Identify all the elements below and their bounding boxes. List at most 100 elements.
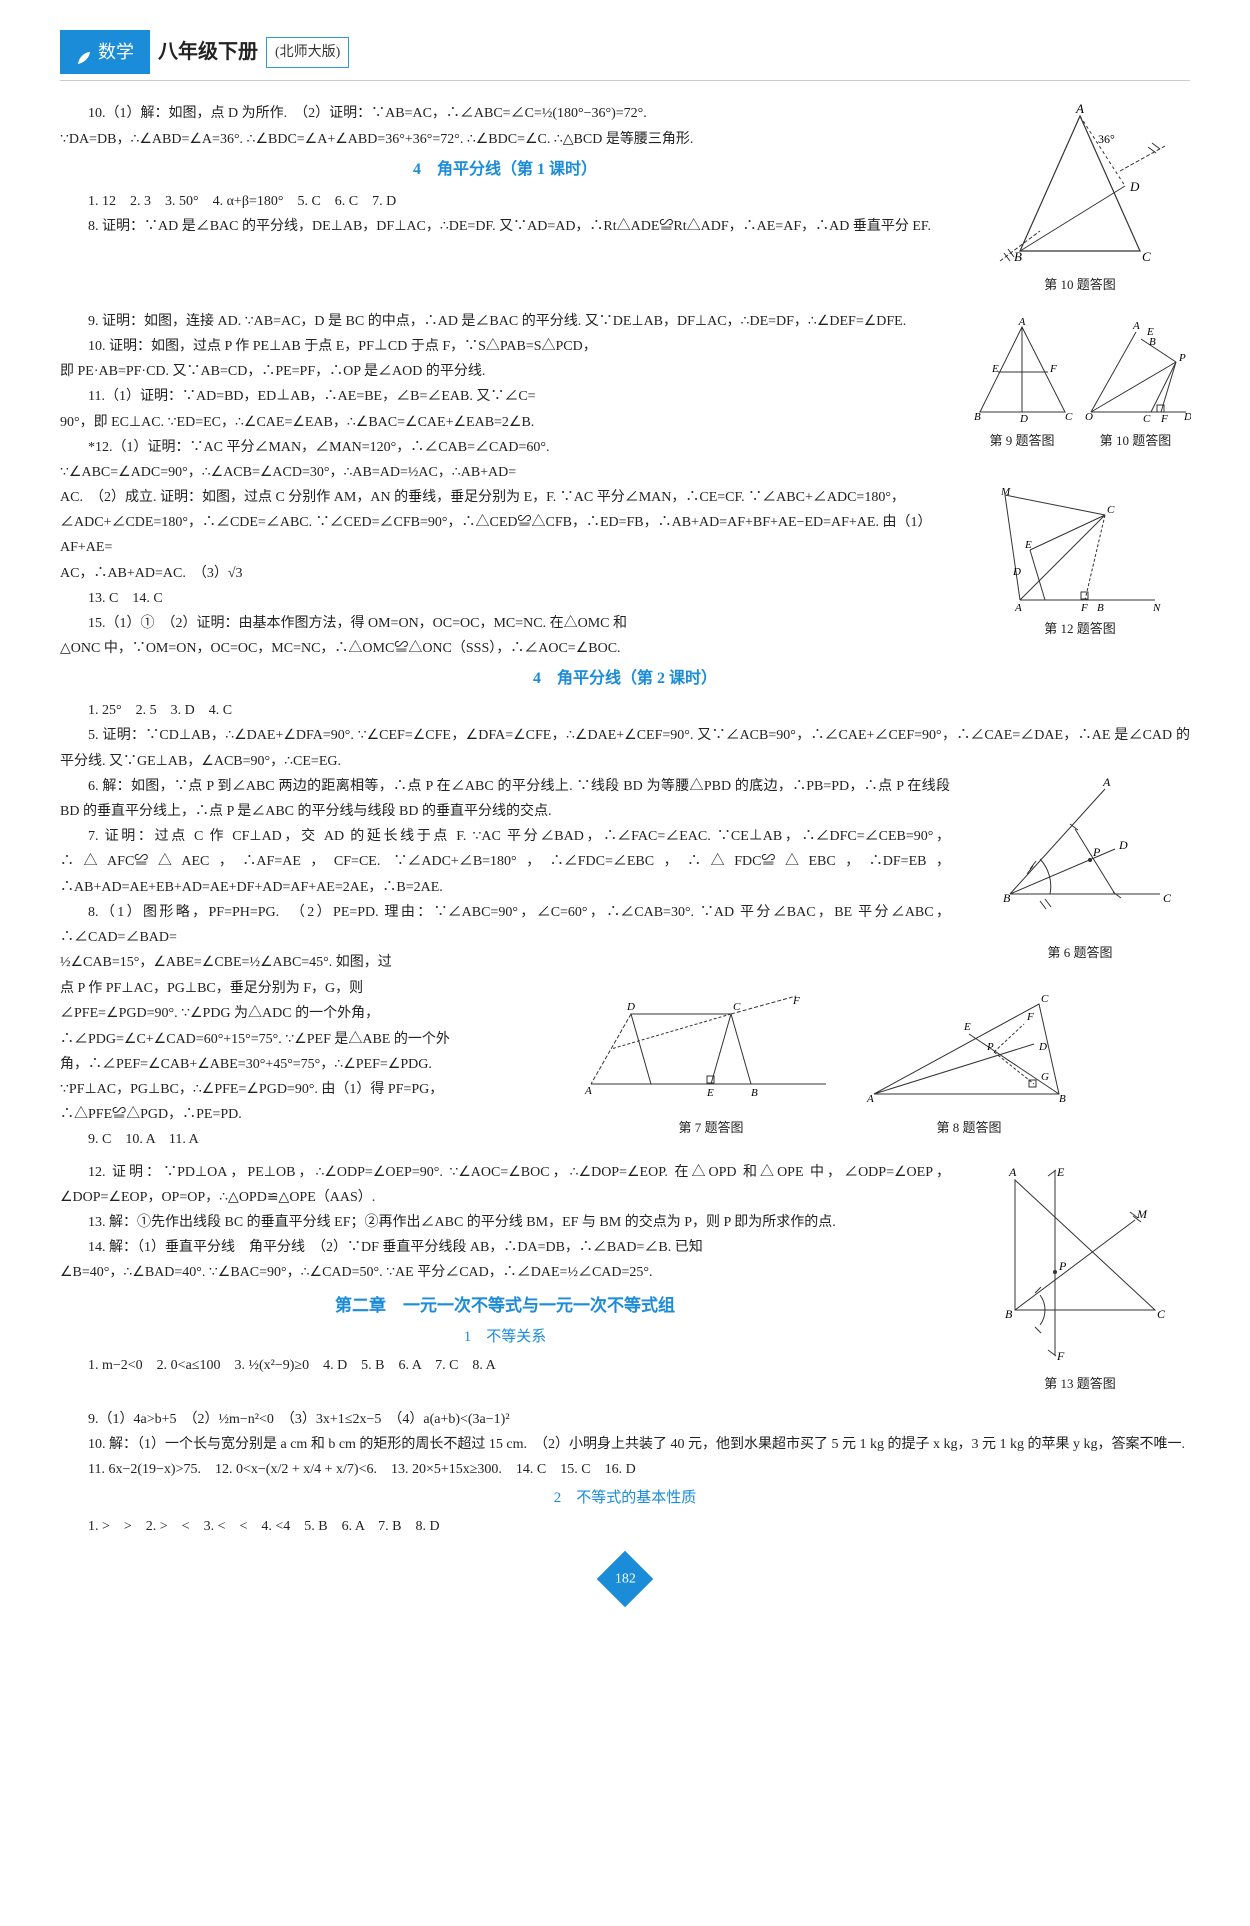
svg-text:C: C [1142,249,1151,264]
svg-text:P: P [986,1041,994,1053]
fig10b-caption: 第 10 题答图 [1081,429,1191,452]
row-mid1: 9. 证明：如图，连接 AD. ∵AB=AC，D 是 BC 的中点，∴AD 是∠… [60,309,1190,485]
svg-text:D: D [1038,1041,1047,1053]
l1-q11b: 90°，即 EC⊥AC. ∵ED=EC，∴∠CAE=∠EAB，∴∠BAC=∠CA… [60,410,950,435]
edition-label: (北师大版) [266,37,349,68]
svg-text:G: G [1041,1071,1049,1083]
svg-text:D: D [1019,413,1028,425]
svg-text:D: D [1129,179,1140,194]
svg-text:B: B [1149,336,1156,348]
fig12-caption: 第 12 题答图 [970,617,1190,640]
chapter2-title: 第二章 一元一次不等式与一元一次不等式组 [60,1291,950,1322]
l1-q15a: 15.（1）① （2）证明：由基本作图方法，得 OM=ON，OC=OC，MC=N… [60,611,950,636]
figure-q9: A E F B D C 第 9 题答图 [970,317,1075,452]
l1-q11a: 11.（1）证明：∵AD=BD，ED⊥AB，∴AE=BE，∠B=∠EAB. 又∵… [60,384,950,409]
q10-line1: 10.（1）解：如图，点 D 为所作. （2）证明：∵AB=AC，∴∠ABC=∠… [60,101,950,126]
l2-q12: 12. 证明：∵PD⊥OA，PE⊥OB，∴∠ODP=∠OEP=90°. ∵∠AO… [60,1160,950,1210]
svg-text:A: A [1102,775,1111,789]
l1-q12a: *12.（1）证明：∵AC 平分∠MAN，∠MAN=120°，∴∠CAB=∠CA… [60,435,950,460]
svg-text:C: C [1143,413,1151,425]
l2-q5: 5. 证明：∵CD⊥AB，∴∠DAE+∠DFA=90°. ∵∠CEF=∠CFE，… [60,723,1190,773]
svg-text:E: E [706,1087,714,1099]
svg-text:F: F [1026,1011,1034,1023]
page-number-wrap: 182 [60,1559,1190,1599]
svg-text:E: E [1024,539,1032,551]
svg-text:F: F [1160,413,1168,425]
l1-q10b: 即 PE·AB=PF·CD. 又∵AB=CD，∴PE=PF，∴OP 是∠AOD … [60,359,950,384]
svg-text:F: F [1056,1349,1065,1363]
svg-text:C: C [1157,1307,1166,1321]
svg-text:P: P [1178,352,1186,364]
section-4-lesson1-title: 4 角平分线（第 1 课时） [60,156,950,185]
svg-text:C: C [1065,411,1073,423]
figure-q12: M C E D A F B N 第 12 题答图 [970,485,1190,640]
figure-q10b: O A E P C F B D 第 10 题答图 [1081,317,1191,452]
l2-q8a: 8.（1）图形略，PF=PH=PG. （2）PE=PD. 理由：∵∠ABC=90… [60,900,950,950]
row-l2b: 点 P 作 PF⊥AC，PG⊥BC，垂足分别为 F，G，则∠PFE=∠PGD=9… [60,976,1190,1159]
figure-q10-top: A 36° B C D 第 10 题答图 [970,101,1190,296]
svg-text:F: F [1049,363,1057,375]
svg-text:B: B [1003,891,1011,905]
svg-text:A: A [584,1085,592,1097]
subject-tab: 数学 [60,30,150,74]
svg-text:A: A [1132,320,1140,332]
l1-q12b: ∵∠ABC=∠ADC=90°，∴∠ACB=∠ACD=30°，∴AB=AD=½AC… [60,460,950,485]
l1-q12c: AC. （2）成立. 证明：如图，过点 C 分别作 AM，AN 的垂线，垂足分别… [60,485,950,561]
svg-text:B: B [1059,1093,1066,1105]
svg-text:E: E [991,363,999,375]
row-l2c: 12. 证明：∵PD⊥OA，PE⊥OB，∴∠ODP=∠OEP=90°. ∵∠AO… [60,1160,1190,1407]
svg-text:P: P [1058,1259,1067,1273]
c2s2-ans: 1. > > 2. > < 3. < < 4. <4 5. B 6. A 7. … [60,1514,1190,1539]
svg-text:B: B [1097,602,1104,614]
svg-text:O: O [1085,411,1093,423]
figure-q8: A B C E F P D G 第 8 题答图 [859,984,1079,1139]
row-l2a: 6. 解：如图，∵点 P 到∠ABC 两边的距离相等，∴点 P 在∠ABC 的平… [60,774,1190,976]
l1-q15b: △ONC 中，∵OM=ON，OC=OC，MC=NC，∴△OMC≌△ONC（SSS… [60,636,950,661]
l2-q13: 13. 解：①先作出线段 BC 的垂直平分线 EF；②再作出∠ABC 的平分线 … [60,1210,950,1235]
subject-label: 数学 [98,36,134,68]
row-mid2: AC. （2）成立. 证明：如图，过点 C 分别作 AM，AN 的垂线，垂足分别… [60,485,1190,661]
l1-q12d: AC，∴AB+AD=AC. （3）√3 [60,561,950,586]
svg-text:D: D [1183,411,1191,423]
c2s1-q11: 11. 6x−2(19−x)>75. 12. 0<x−(x/2 + x/4 + … [60,1457,1190,1482]
svg-text:A: A [1017,317,1025,328]
row-top: 10.（1）解：如图，点 D 为所作. （2）证明：∵AB=AC，∴∠ABC=∠… [60,101,1190,308]
svg-text:F: F [1080,602,1088,614]
svg-text:E: E [1056,1165,1065,1179]
svg-text:B: B [1005,1307,1013,1321]
fig7-caption: 第 7 题答图 [581,1116,841,1139]
c2s1-q9: 9.（1）4a>b+5 （2）½m−n²<0 （3）3x+1≤2x−5 （4）a… [60,1407,1190,1432]
fig13-caption: 第 13 题答图 [970,1372,1190,1395]
svg-text:D: D [1118,838,1128,852]
svg-text:A: A [1014,602,1022,614]
leaf-icon [76,44,92,60]
l1-q8: 8. 证明：∵AD 是∠BAC 的平分线，DE⊥AB，DF⊥AC，∴DE=DF.… [60,214,950,239]
l2-q8c: 点 P 作 PF⊥AC，PG⊥BC，垂足分别为 F，G，则∠PFE=∠PGD=9… [60,976,450,1127]
svg-text:D: D [626,1001,635,1013]
svg-text:C: C [1163,891,1172,905]
fig10top-caption: 第 10 题答图 [970,273,1190,296]
l2-q14b: ∠B=40°，∴∠BAD=40°. ∵∠BAC=90°，∴∠CAD=50°. ∵… [60,1260,950,1285]
fig6-caption: 第 6 题答图 [970,941,1190,964]
svg-text:C: C [1107,504,1115,516]
fig9-caption: 第 9 题答图 [970,429,1075,452]
l2-q8b: ½∠CAB=15°，∠ABE=∠CBE=½∠ABC=45°. 如图，过 [60,950,950,975]
figure-q7: A D C E B F 第 7 题答图 [581,984,841,1139]
c2s1-q10: 10. 解：（1）一个长与宽分别是 a cm 和 b cm 的矩形的周长不超过 … [60,1432,1190,1457]
svg-text:M: M [1136,1207,1148,1221]
svg-text:N: N [1152,602,1161,614]
svg-text:A: A [866,1093,874,1105]
q10-line2: ∵DA=DB，∴∠ABD=∠A=36°. ∴∠BDC=∠A+∠ABD=36°+3… [60,127,950,152]
l1-answers-1-7: 1. 12 2. 3 3. 50° 4. α+β=180° 5. C 6. C … [60,189,950,214]
svg-text:M: M [1000,486,1011,498]
page-header: 数学 八年级下册 (北师大版) [60,30,1190,81]
chapter2-sub2: 2 不等式的基本性质 [60,1485,1190,1512]
l2-answers-1-4: 1. 25° 2. 5 3. D 4. C [60,698,1190,723]
l2-q6: 6. 解：如图，∵点 P 到∠ABC 两边的距离相等，∴点 P 在∠ABC 的平… [60,774,950,824]
svg-text:B: B [751,1087,758,1099]
fig8-caption: 第 8 题答图 [859,1116,1079,1139]
page-number: 182 [615,1559,636,1599]
figure-q13: A E M P B C F 第 13 题答图 [970,1160,1190,1395]
svg-text:D: D [1012,566,1021,578]
page-number-badge: 182 [597,1550,654,1607]
